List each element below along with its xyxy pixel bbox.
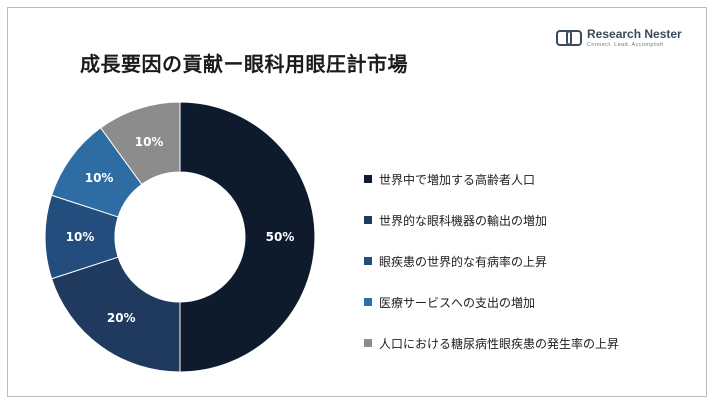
- brand-logo: Research Nester Connect. Lead. Accomplis…: [556, 27, 682, 51]
- legend-label: 人口における糖尿病性眼疾患の発生率の上昇: [379, 336, 620, 351]
- legend-swatch: [364, 175, 372, 183]
- logo-name: Research Nester: [587, 27, 682, 41]
- research-nester-logo-icon: [556, 30, 582, 46]
- legend-item-1: 世界中で増加する高齢者人口: [364, 170, 535, 188]
- legend-swatch: [364, 339, 372, 347]
- data-label-4: 10%: [85, 171, 114, 185]
- legend-item-5: 人口における糖尿病性眼疾患の発生率の上昇: [364, 334, 619, 352]
- legend-label: 世界中で増加する高齢者人口: [379, 172, 536, 187]
- data-label-5: 10%: [135, 135, 164, 149]
- legend-label: 医療サービスへの支出の増加: [379, 295, 536, 310]
- slice-5: [99, 101, 181, 186]
- legend-swatch: [364, 257, 372, 265]
- legend-item-4: 医療サービスへの支出の増加: [364, 293, 535, 311]
- legend-swatch: [364, 298, 372, 306]
- chart-title: 成長要因の貢献ー眼科用眼圧計市場: [80, 52, 408, 76]
- legend-label: 眼疾患の世界的な有病率の上昇: [379, 254, 548, 269]
- data-label-2: 20%: [107, 311, 136, 325]
- data-label-1: 50%: [266, 230, 295, 244]
- slice-1: [179, 101, 316, 373]
- logo-tagline: Connect. Lead. Accomplish: [587, 42, 664, 48]
- legend-label: 世界的な眼科機器の輸出の増加: [379, 213, 548, 228]
- legend-swatch: [364, 216, 372, 224]
- slice-2: [50, 256, 181, 373]
- legend-item-2: 世界的な眼科機器の輸出の増加: [364, 211, 547, 229]
- legend-item-3: 眼疾患の世界的な有病率の上昇: [364, 252, 547, 270]
- data-label-3: 10%: [66, 230, 95, 244]
